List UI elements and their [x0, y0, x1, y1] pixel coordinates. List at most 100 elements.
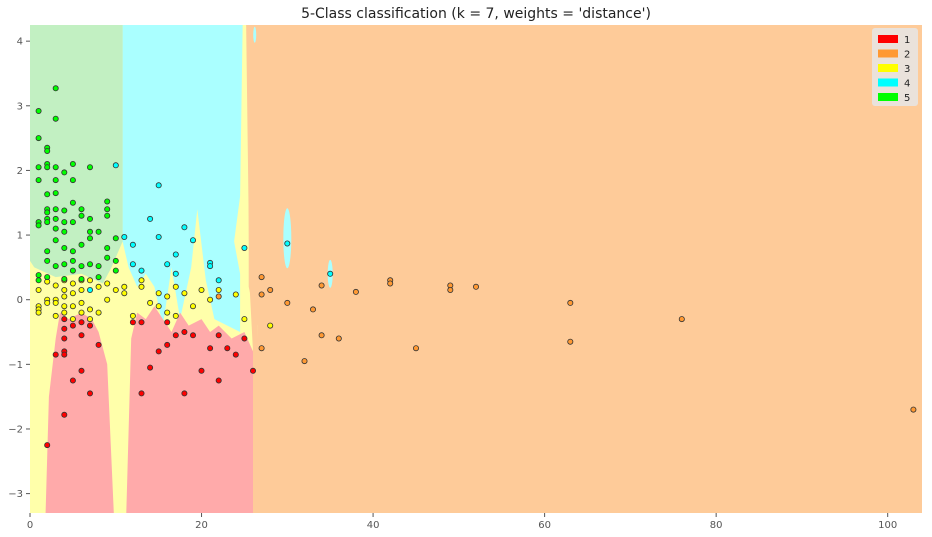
data-point-class-2 — [352, 288, 359, 295]
data-point-class-3 — [61, 303, 68, 310]
data-point-class-4 — [87, 286, 94, 293]
y-tick-label: 4 — [17, 37, 23, 48]
x-tick-label: 0 — [27, 520, 33, 531]
data-point-class-1 — [172, 332, 179, 339]
data-point-class-5 — [95, 274, 102, 281]
data-point-class-1 — [232, 351, 239, 358]
data-point-class-3 — [35, 286, 42, 293]
data-point-class-4 — [215, 277, 222, 284]
data-point-class-5 — [52, 85, 59, 92]
data-point-class-4 — [164, 261, 171, 268]
legend-swatch — [878, 64, 898, 72]
data-point-class-1 — [87, 390, 94, 397]
x-tick-label: 80 — [710, 520, 723, 531]
data-point-class-5 — [52, 206, 59, 213]
data-point-class-1 — [207, 345, 214, 352]
data-point-class-5 — [52, 263, 59, 270]
data-point-class-2 — [678, 316, 685, 323]
data-point-class-1 — [164, 319, 171, 326]
region-class-5 — [30, 25, 123, 284]
y-tick-label: −1 — [8, 360, 23, 371]
data-point-class-5 — [52, 215, 59, 222]
data-point-class-1 — [155, 348, 162, 355]
data-point-class-5 — [52, 237, 59, 244]
data-point-class-3 — [155, 290, 162, 297]
data-point-class-4 — [284, 240, 291, 247]
data-point-class-3 — [198, 286, 205, 293]
data-point-class-5 — [87, 215, 94, 222]
data-point-class-3 — [138, 283, 145, 290]
legend-label: 2 — [904, 50, 910, 61]
data-point-class-5 — [69, 219, 76, 226]
data-point-class-5 — [35, 177, 42, 184]
data-point-class-1 — [138, 319, 145, 326]
data-point-class-5 — [35, 135, 42, 142]
data-point-class-5 — [87, 228, 94, 235]
data-point-class-4 — [155, 182, 162, 189]
data-point-class-4 — [121, 233, 128, 240]
data-point-class-5 — [61, 169, 68, 176]
region-class-4 — [122, 25, 243, 332]
data-point-class-2 — [387, 280, 394, 287]
data-point-class-3 — [121, 290, 128, 297]
data-point-class-5 — [112, 235, 119, 242]
data-point-class-1 — [241, 335, 248, 342]
data-point-class-3 — [95, 283, 102, 290]
data-point-class-3 — [78, 309, 85, 316]
y-tick-label: 0 — [17, 295, 23, 306]
decision-regions — [30, 25, 922, 513]
y-tick-label: −3 — [8, 489, 23, 500]
legend-label: 1 — [904, 35, 910, 46]
data-point-class-3 — [69, 303, 76, 310]
data-point-class-5 — [95, 263, 102, 270]
data-point-class-5 — [44, 164, 51, 171]
y-tick-label: 3 — [17, 101, 23, 112]
data-point-class-3 — [104, 296, 111, 303]
data-point-class-1 — [78, 367, 85, 374]
data-point-class-1 — [198, 367, 205, 374]
region-class-4-island — [253, 26, 257, 43]
data-point-class-4 — [129, 261, 136, 268]
data-point-class-5 — [44, 274, 51, 281]
data-point-class-5 — [44, 248, 51, 255]
data-point-class-3 — [69, 316, 76, 323]
data-point-class-4 — [172, 270, 179, 277]
data-point-class-5 — [44, 257, 51, 264]
data-point-class-5 — [78, 212, 85, 219]
data-point-class-3 — [104, 280, 111, 287]
region-class-1-left — [45, 312, 114, 513]
region-class-2-edge — [246, 25, 258, 513]
x-tick-label: 40 — [367, 520, 380, 531]
y-tick-label: 2 — [17, 166, 23, 177]
data-point-class-3 — [61, 309, 68, 316]
data-point-class-2 — [215, 293, 222, 300]
data-point-class-3 — [155, 303, 162, 310]
data-point-class-5 — [69, 199, 76, 206]
data-point-class-4 — [155, 233, 162, 240]
x-tick-label: 20 — [195, 520, 208, 531]
data-point-class-3 — [95, 309, 102, 316]
legend-label: 4 — [904, 79, 910, 90]
data-point-class-3 — [87, 316, 94, 323]
data-point-class-2 — [284, 299, 291, 306]
x-tick-label: 100 — [878, 520, 897, 531]
data-point-class-4 — [129, 241, 136, 248]
data-point-class-1 — [129, 319, 136, 326]
data-point-class-3 — [164, 293, 171, 300]
data-point-class-5 — [52, 164, 59, 171]
data-point-class-2 — [447, 286, 454, 293]
data-point-class-4 — [138, 267, 145, 274]
data-point-class-5 — [35, 108, 42, 115]
data-point-class-3 — [78, 286, 85, 293]
data-point-class-2 — [318, 282, 325, 289]
data-point-class-1 — [87, 322, 94, 329]
y-tick-label: 1 — [17, 231, 23, 242]
data-point-class-3 — [164, 309, 171, 316]
data-point-class-5 — [104, 198, 111, 205]
region-class-4-island — [283, 208, 292, 269]
data-point-class-5 — [44, 191, 51, 198]
data-point-class-4 — [189, 237, 196, 244]
data-point-class-5 — [69, 248, 76, 255]
data-point-class-5 — [61, 244, 68, 251]
data-point-class-3 — [121, 283, 128, 290]
